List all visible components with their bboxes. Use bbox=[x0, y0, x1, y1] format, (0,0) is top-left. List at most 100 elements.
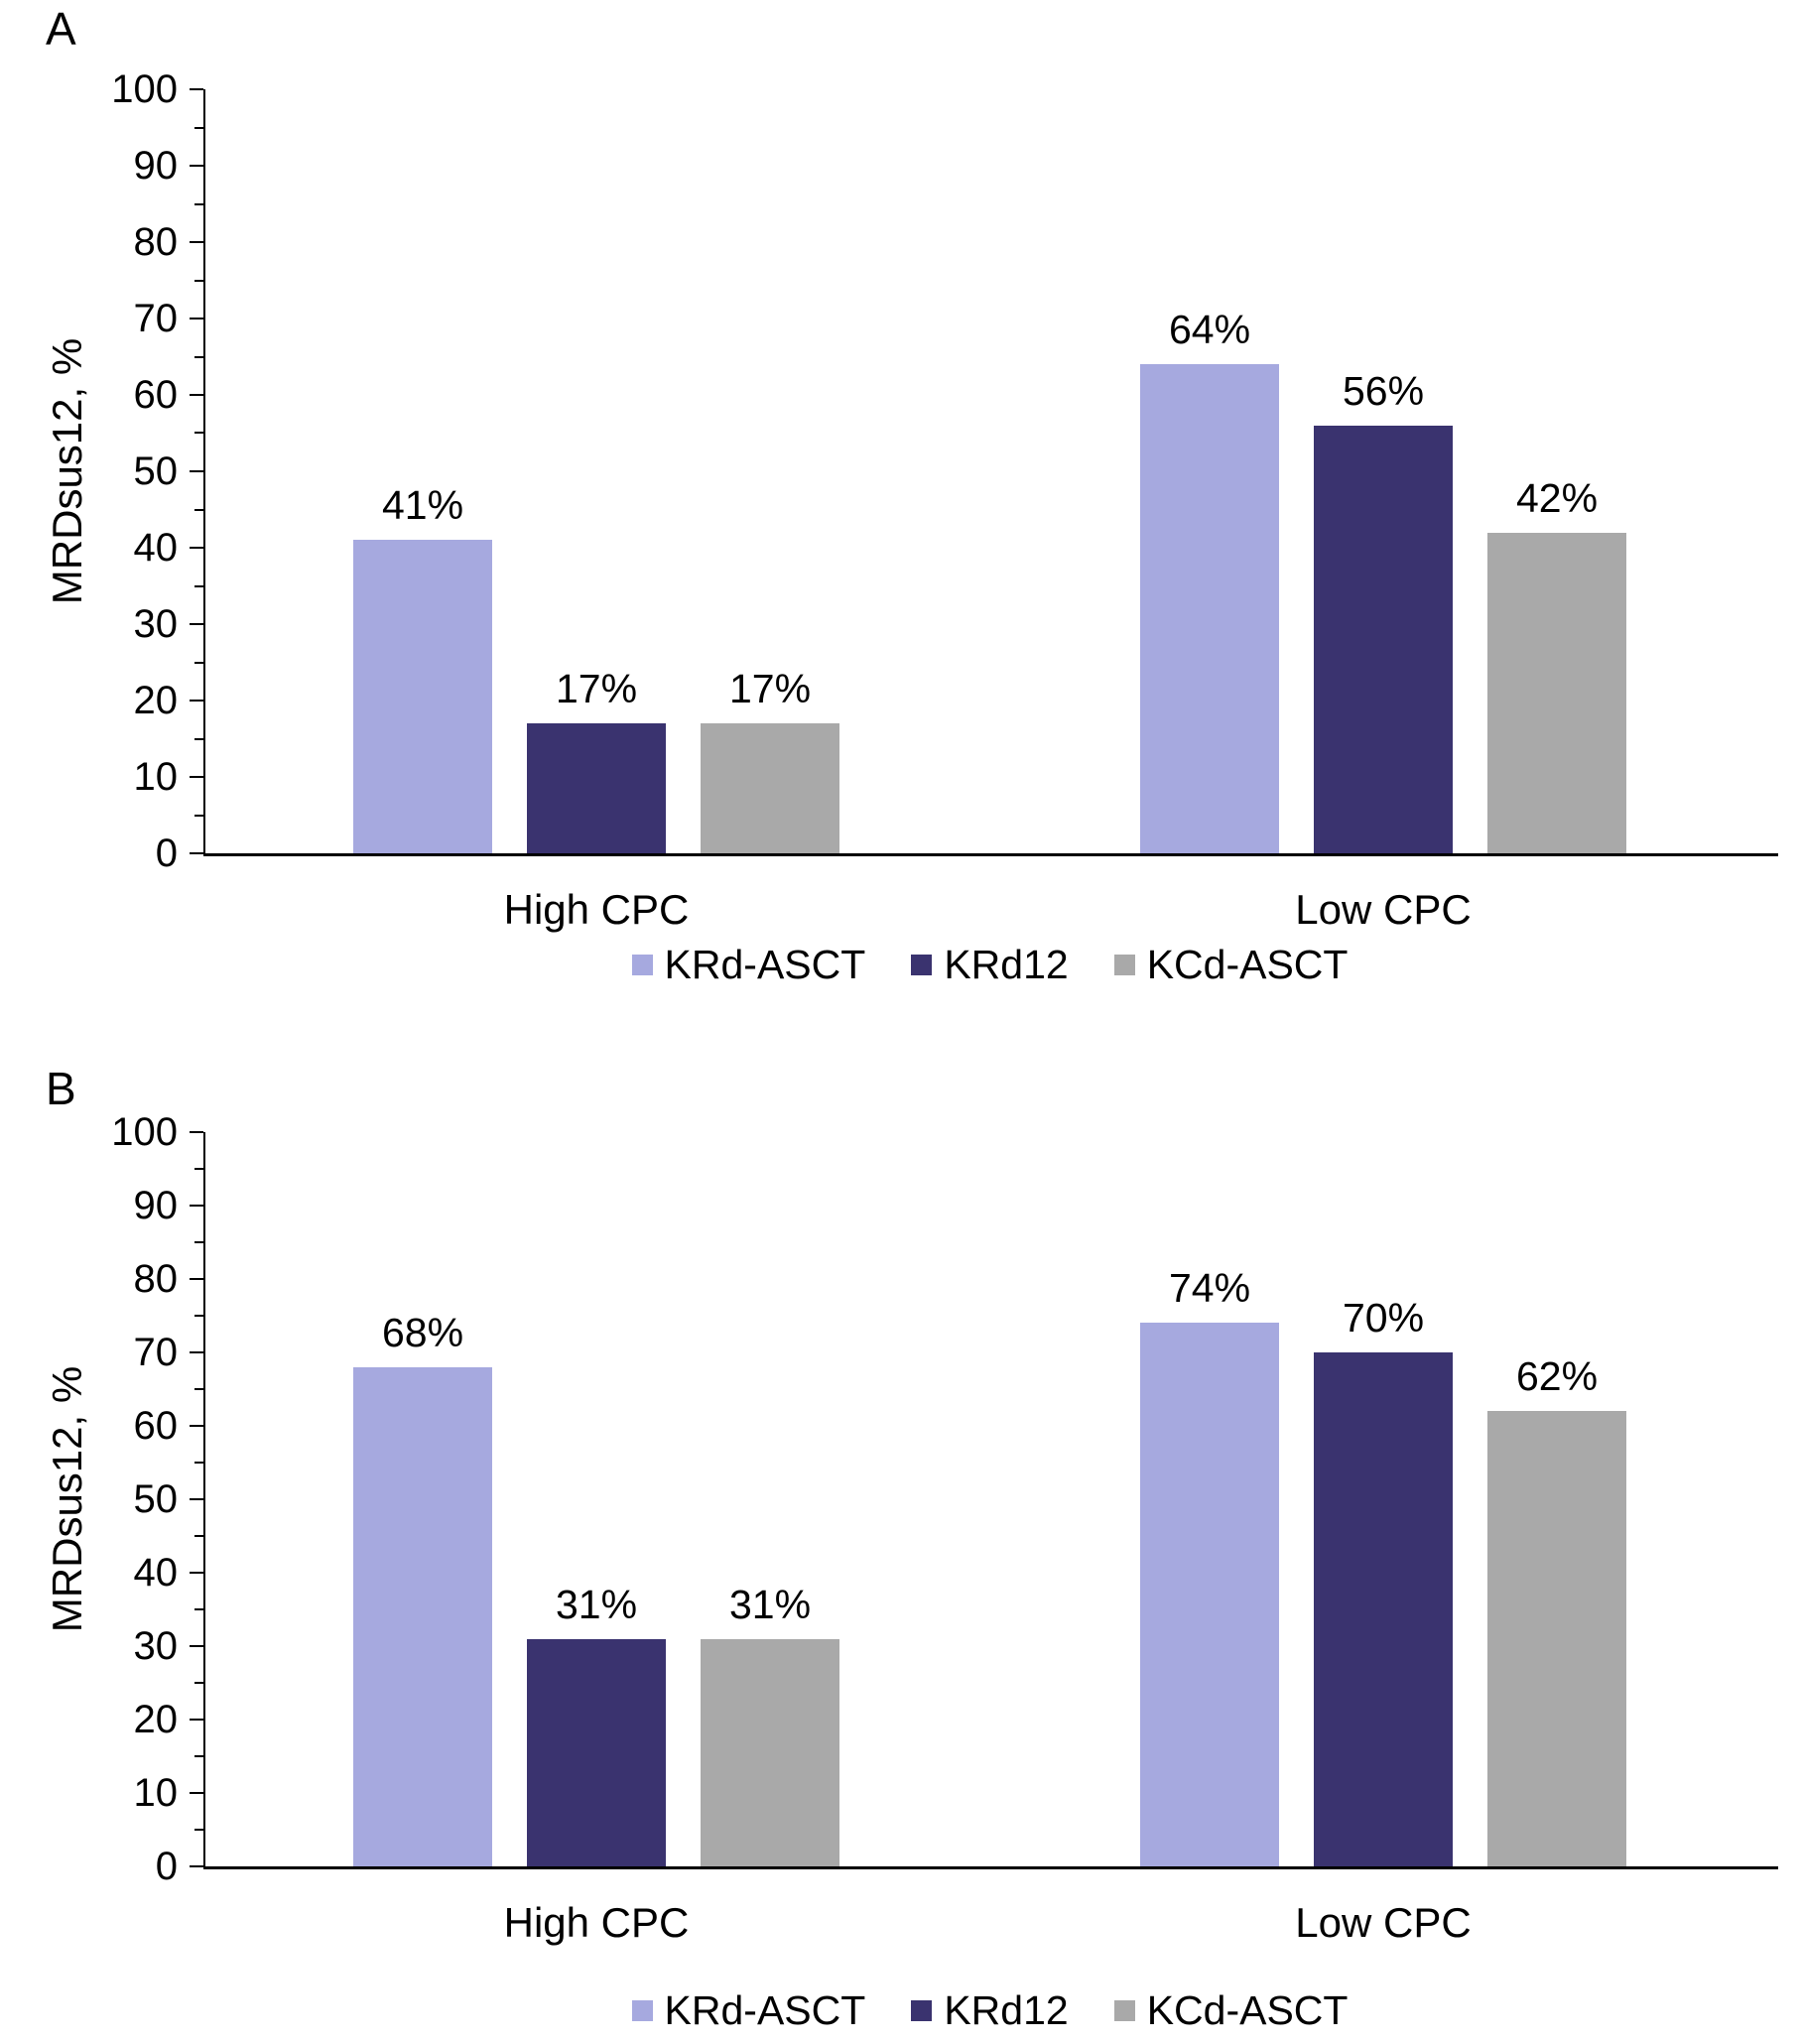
legend-item-krd12: KRd12 bbox=[911, 1987, 1069, 2033]
plot-area bbox=[203, 89, 1778, 856]
legend-label: KRd-ASCT bbox=[664, 942, 866, 987]
bar-krd12-low-cpc bbox=[1314, 1352, 1453, 1866]
bar-krd12-high-cpc bbox=[527, 1639, 666, 1866]
legend-swatch-icon bbox=[1113, 954, 1135, 975]
bar-kcd-asct-low-cpc bbox=[1487, 1411, 1626, 1866]
y-tick-label: 80 bbox=[133, 220, 179, 264]
y-axis-title: MRDsus12, % bbox=[44, 337, 90, 605]
legend: KRd-ASCT KRd12 KCd-ASCT bbox=[203, 1988, 1776, 2032]
bar-krd-asct-high-cpc bbox=[353, 540, 492, 853]
plot-area bbox=[203, 1132, 1778, 1869]
legend: KRd-ASCT KRd12 KCd-ASCT bbox=[203, 943, 1776, 986]
y-tick-label: 40 bbox=[133, 1551, 179, 1595]
y-major-tick bbox=[190, 700, 203, 702]
y-major-tick bbox=[190, 1205, 203, 1207]
y-major-tick bbox=[190, 547, 203, 549]
bar-krd-asct-low-cpc bbox=[1140, 1323, 1279, 1866]
legend-swatch-icon bbox=[1113, 1999, 1135, 2021]
bar-value-label: 41% bbox=[381, 482, 464, 528]
y-tick-label: 0 bbox=[155, 1845, 178, 1888]
y-tick-label: 0 bbox=[155, 831, 178, 875]
y-major-tick bbox=[190, 318, 203, 319]
y-minor-tick bbox=[194, 1535, 203, 1537]
bar-krd12-low-cpc bbox=[1314, 426, 1453, 853]
y-major-tick bbox=[190, 1865, 203, 1867]
y-major-tick bbox=[190, 241, 203, 243]
y-tick-label: 30 bbox=[133, 1624, 179, 1668]
y-tick-label: 100 bbox=[111, 1110, 178, 1154]
y-minor-tick bbox=[194, 815, 203, 817]
y-minor-tick bbox=[194, 1608, 203, 1610]
bar-krd-asct-low-cpc bbox=[1140, 364, 1279, 853]
y-minor-tick bbox=[194, 1315, 203, 1317]
y-tick-label: 60 bbox=[133, 1404, 179, 1448]
panel-b: B 0 10 20 30 40 50 60 70 80 90 100 MRDsus12, % 68% 31%… bbox=[0, 1022, 1801, 2044]
y-tick-label: 90 bbox=[133, 1184, 179, 1227]
bar-value-label: 70% bbox=[1342, 1295, 1425, 1341]
legend-label: KCd-ASCT bbox=[1146, 1987, 1349, 2033]
legend-swatch-icon bbox=[911, 1999, 933, 2021]
bar-kcd-asct-high-cpc bbox=[701, 1639, 839, 1866]
y-minor-tick bbox=[194, 662, 203, 664]
bar-value-label: 17% bbox=[555, 666, 638, 711]
y-tick-label: 70 bbox=[133, 297, 179, 340]
bar-value-label: 31% bbox=[728, 1582, 812, 1627]
y-minor-tick bbox=[194, 585, 203, 587]
y-major-tick bbox=[190, 1498, 203, 1500]
legend-label: KRd12 bbox=[944, 1987, 1069, 2033]
legend-item-krd-asct: KRd-ASCT bbox=[631, 1987, 866, 2033]
category-label-low-cpc: Low CPC bbox=[1295, 1899, 1472, 1946]
y-tick-label: 40 bbox=[133, 526, 179, 570]
y-major-tick bbox=[190, 88, 203, 90]
y-minor-tick bbox=[194, 1682, 203, 1684]
y-major-tick bbox=[190, 1278, 203, 1280]
legend-swatch-icon bbox=[631, 954, 653, 975]
y-tick-label: 50 bbox=[133, 1477, 179, 1521]
y-minor-tick bbox=[194, 1388, 203, 1390]
bar-value-label: 17% bbox=[728, 666, 812, 711]
category-label-low-cpc: Low CPC bbox=[1295, 886, 1472, 933]
y-major-tick bbox=[190, 470, 203, 472]
legend-label: KRd-ASCT bbox=[664, 1987, 866, 2033]
y-minor-tick bbox=[194, 509, 203, 511]
bar-value-label: 64% bbox=[1168, 307, 1251, 352]
y-minor-tick bbox=[194, 280, 203, 282]
y-major-tick bbox=[190, 1131, 203, 1133]
y-major-tick bbox=[190, 165, 203, 167]
bar-value-label: 42% bbox=[1515, 475, 1599, 521]
y-minor-tick bbox=[194, 127, 203, 129]
y-major-tick bbox=[190, 623, 203, 625]
bar-kcd-asct-high-cpc bbox=[701, 723, 839, 853]
bar-krd12-high-cpc bbox=[527, 723, 666, 853]
y-axis-title: MRDsus12, % bbox=[44, 1365, 90, 1633]
y-minor-tick bbox=[194, 1462, 203, 1464]
panel-a: A 0 10 20 30 40 50 60 70 80 90 100 MRDsus12, % 41% 17%… bbox=[44, 3, 1778, 986]
panel-label-a: A bbox=[46, 3, 76, 55]
bar-value-label: 62% bbox=[1515, 1353, 1599, 1399]
y-minor-tick bbox=[194, 1168, 203, 1170]
y-tick-label: 90 bbox=[133, 144, 179, 188]
legend-swatch-icon bbox=[911, 954, 933, 975]
y-tick-label: 80 bbox=[133, 1257, 179, 1301]
y-tick-label: 100 bbox=[111, 67, 178, 111]
y-minor-tick bbox=[194, 1755, 203, 1757]
y-major-tick bbox=[190, 1425, 203, 1427]
y-tick-label: 10 bbox=[133, 1771, 179, 1815]
legend-label: KCd-ASCT bbox=[1146, 942, 1349, 987]
y-major-tick bbox=[190, 852, 203, 854]
bar-value-label: 56% bbox=[1342, 368, 1425, 414]
y-minor-tick bbox=[194, 432, 203, 434]
legend-label: KRd12 bbox=[944, 942, 1069, 987]
y-tick-label: 20 bbox=[133, 1698, 179, 1741]
legend-item-kcd-asct: KCd-ASCT bbox=[1113, 1987, 1349, 2033]
y-major-tick bbox=[190, 394, 203, 396]
y-minor-tick bbox=[194, 1241, 203, 1243]
y-major-tick bbox=[190, 1572, 203, 1574]
y-tick-label: 10 bbox=[133, 755, 179, 799]
y-tick-label: 20 bbox=[133, 679, 179, 722]
panel-label-b: B bbox=[46, 1063, 76, 1114]
y-minor-tick bbox=[194, 738, 203, 740]
bar-value-label: 31% bbox=[555, 1582, 638, 1627]
category-label-high-cpc: High CPC bbox=[503, 886, 690, 933]
